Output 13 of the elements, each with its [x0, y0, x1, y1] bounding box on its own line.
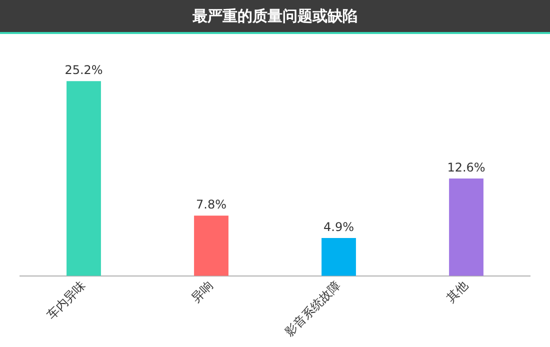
data-label: 25.2% [64, 63, 103, 78]
chart-title: 最严重的质量问题或缺陷 [192, 6, 358, 26]
x-tick-label: 车内异味 [44, 278, 88, 322]
bar [449, 178, 484, 276]
x-tick-label: 异响 [188, 278, 216, 306]
x-tick-label: 其他 [444, 278, 471, 306]
data-label: 7.8% [196, 198, 226, 212]
bar [194, 216, 228, 276]
bar [66, 81, 101, 276]
data-label: 12.6% [447, 160, 486, 175]
bar [322, 238, 356, 276]
data-label: 4.9% [324, 220, 354, 234]
x-tick-label: 影音系统故障 [282, 278, 344, 340]
